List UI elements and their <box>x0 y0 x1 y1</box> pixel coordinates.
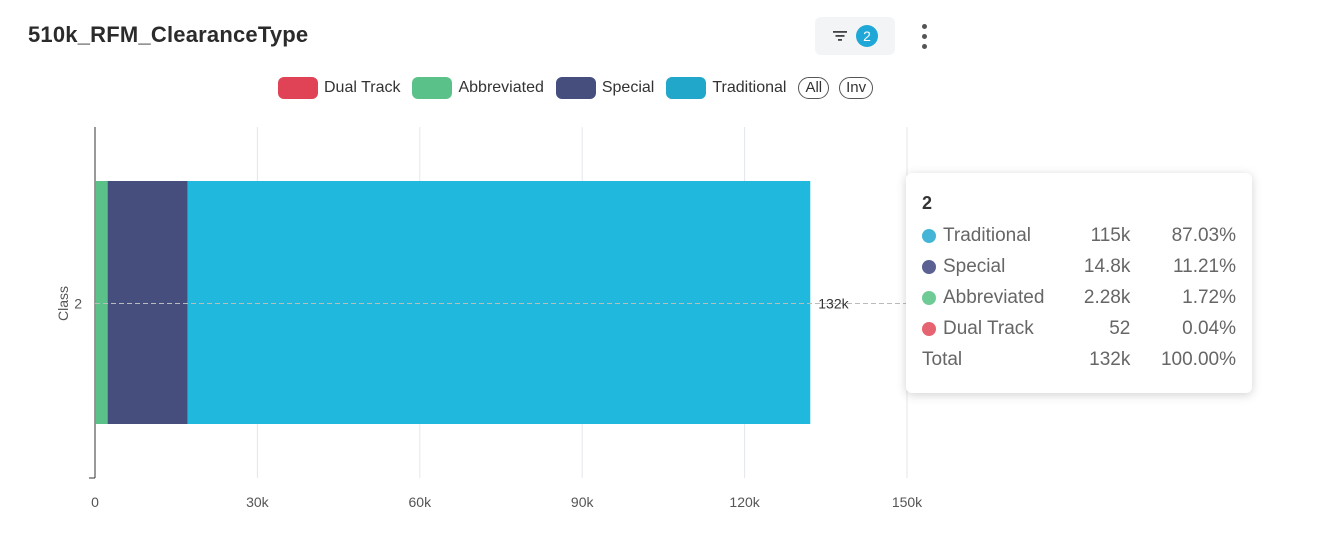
x-tick-label: 30k <box>246 494 270 510</box>
chart-title: 510k_RFM_ClearanceType <box>28 22 309 47</box>
legend-swatch <box>666 77 707 99</box>
series-dot-icon <box>922 321 936 336</box>
legend-item-abbreviated[interactable]: Abbreviated <box>412 77 544 99</box>
tooltip-series-value: 52 <box>1109 317 1131 339</box>
filter-button[interactable]: 2 <box>815 17 895 55</box>
bar-segment-abbreviated <box>95 181 108 424</box>
x-tick-label: 60k <box>409 494 433 510</box>
tooltip-series-percent: 87.03% <box>1171 224 1237 246</box>
tooltip-total-percent: 100.00% <box>1160 348 1236 370</box>
tooltip-series-value: 14.8k <box>1083 255 1131 277</box>
tooltip-series-percent: 11.21% <box>1172 255 1237 277</box>
legend-invert-button[interactable]: Inv <box>839 77 874 99</box>
legend: Dual Track Abbreviated Special Tradition… <box>278 76 883 100</box>
legend-label: Special <box>601 79 655 96</box>
legend-select-all-button[interactable]: All <box>798 77 830 99</box>
tooltip-title: 2 <box>922 193 933 213</box>
y-axis-title: Class <box>55 286 71 321</box>
legend-label: Traditional <box>712 79 787 96</box>
x-tick-label: 120k <box>729 494 760 510</box>
tooltip-series-name: Special <box>943 255 1006 277</box>
legend-item-special[interactable]: Special <box>555 77 655 99</box>
series-dot-icon <box>922 290 936 305</box>
tooltip-series-percent: 0.04% <box>1182 317 1237 339</box>
tooltip-row-abbreviated: Abbreviated 2.28k 1.72% <box>922 282 1236 313</box>
x-tick-label: 0 <box>91 494 99 510</box>
tooltip-series-value: 2.28k <box>1083 286 1131 308</box>
x-tick-label: 90k <box>571 494 595 510</box>
tooltip-series-name: Dual Track <box>943 317 1034 339</box>
chart-tooltip: 2 Traditional 115k 87.03% Special 14.8k … <box>906 173 1252 393</box>
legend-item-traditional[interactable]: Traditional <box>666 77 786 99</box>
bar-segment-dual-track <box>95 181 96 424</box>
tooltip-series-value: 115k <box>1090 224 1131 246</box>
y-tick-label: 2 <box>74 296 82 312</box>
tooltip-row-dual-track: Dual Track 52 0.04% <box>922 313 1236 344</box>
legend-swatch <box>412 77 453 99</box>
bar-segment-special <box>107 181 188 424</box>
tooltip-series-name: Traditional <box>943 224 1032 246</box>
tooltip-total-value: 132k <box>1089 348 1131 370</box>
tooltip-series-percent: 1.72% <box>1182 286 1237 308</box>
x-tick-label: 150k <box>892 494 923 510</box>
legend-swatch <box>555 77 596 99</box>
tooltip-series-name: Abbreviated <box>943 286 1045 308</box>
more-options-icon[interactable] <box>912 20 936 52</box>
series-dot-icon <box>922 259 936 274</box>
filter-icon <box>833 31 847 41</box>
tooltip-row-total: Total 132k 100.00% <box>922 344 1236 375</box>
filter-count-badge: 2 <box>856 25 878 47</box>
legend-label: Abbreviated <box>458 79 544 96</box>
legend-item-dual-track[interactable]: Dual Track <box>278 77 400 99</box>
bar-total-label: 132k <box>818 296 849 312</box>
bar-segment-traditional <box>187 181 811 424</box>
legend-swatch <box>278 77 318 99</box>
legend-label: Dual Track <box>324 79 401 96</box>
tooltip-total-label: Total <box>922 348 963 370</box>
series-dot-icon <box>922 228 936 243</box>
tooltip-row-special: Special 14.8k 11.21% <box>922 251 1236 282</box>
tooltip-row-traditional: Traditional 115k 87.03% <box>922 220 1236 251</box>
